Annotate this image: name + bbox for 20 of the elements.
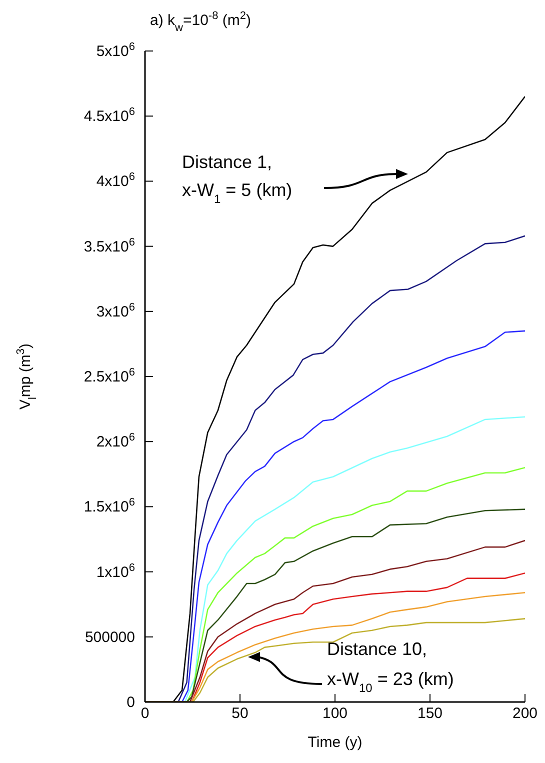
x-tick-label: 150: [417, 705, 443, 722]
y-tick-label: 2x10$^{6}$: [96, 432, 135, 451]
y-tick-label: 0: [126, 694, 135, 711]
x-tick-label: 200: [512, 705, 538, 722]
chart-title: a) k$_{w}$=10$^{-8}$ (m$^{2}$): [150, 10, 251, 34]
y-tick-label: 500000: [84, 628, 135, 646]
x-axis-title: Time (y): [308, 734, 362, 751]
y-tick-label: 3x10$^{6}$: [96, 301, 135, 320]
x-tick-label: 50: [232, 705, 248, 722]
y-tick-label: 2.5x10$^{6}$: [84, 366, 135, 386]
y-tick-label: 5x10$^{6}$: [96, 41, 135, 60]
x-tick-label: 100: [322, 705, 348, 722]
y-tick-label: 4x10$^{6}$: [96, 171, 135, 190]
y-tick-label: 4.5x10$^{6}$: [84, 106, 135, 126]
annotation: Distance 10, x-W$_{10}$ = 23 (km): [327, 639, 454, 695]
y-tick-label: 1.5x10$^{6}$: [84, 496, 135, 516]
x-tick-label: 0: [140, 705, 150, 722]
annotation: Distance 1, x-W$_{1}$ = 5 (km): [182, 152, 292, 206]
y-tick-label: 3.5x10$^{6}$: [84, 236, 135, 256]
y-tick-label: 1x10$^{6}$: [96, 562, 135, 581]
